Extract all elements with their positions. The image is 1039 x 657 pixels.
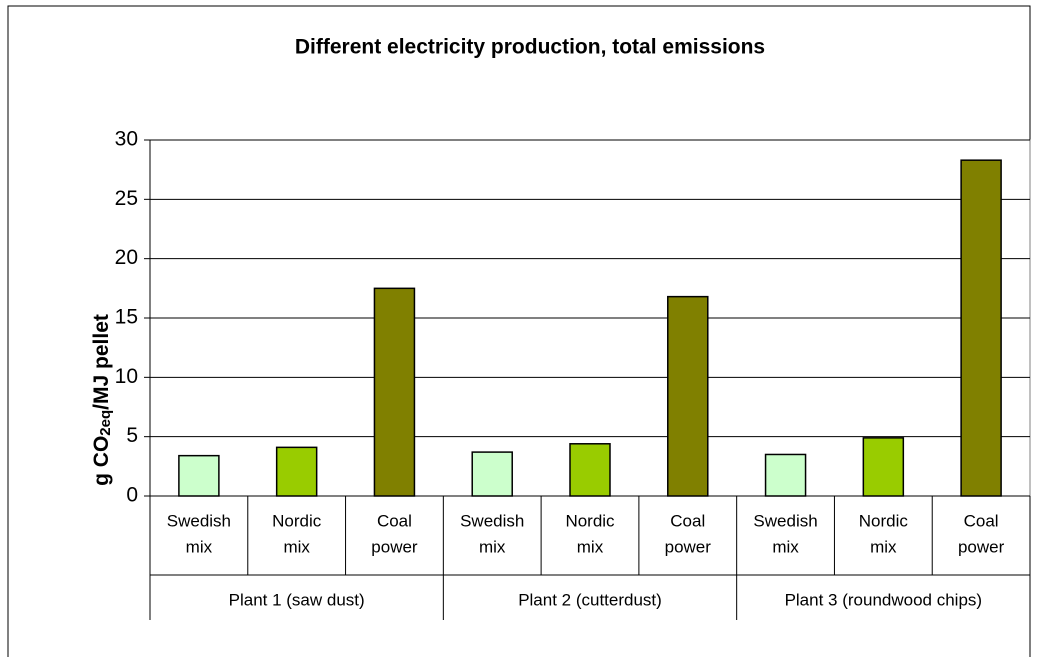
bar bbox=[764, 453, 807, 497]
x-tick-label: Coal bbox=[670, 511, 705, 530]
bar bbox=[471, 451, 513, 497]
x-tick-label: power bbox=[665, 537, 712, 556]
x-tick-label: Coal bbox=[377, 511, 412, 530]
bar bbox=[275, 446, 318, 497]
bar bbox=[667, 295, 709, 497]
group-label: Plant 1 (saw dust) bbox=[229, 590, 365, 609]
y-tick-label: 10 bbox=[115, 365, 138, 388]
x-tick-label: Nordic bbox=[565, 511, 615, 530]
chart-title: Different electricity production, total … bbox=[295, 36, 765, 59]
x-tick-label: Nordic bbox=[859, 511, 909, 530]
bar bbox=[373, 287, 416, 497]
y-axis-label: g CO2eq/MJ pellet bbox=[90, 314, 114, 486]
y-label-main: g CO bbox=[90, 436, 113, 486]
group-label: Plant 3 (roundwood chips) bbox=[785, 590, 983, 609]
bar bbox=[862, 437, 905, 497]
x-tick-label: mix bbox=[479, 537, 506, 556]
x-tick-label: mix bbox=[870, 537, 897, 556]
x-tick-label: mix bbox=[772, 537, 799, 556]
y-tick-label: 25 bbox=[115, 187, 138, 210]
y-tick-label: 5 bbox=[126, 424, 138, 447]
x-tick-label: power bbox=[958, 537, 1005, 556]
bar bbox=[178, 454, 220, 497]
y-tick-label: 20 bbox=[115, 246, 138, 269]
y-label-rest: /MJ pellet bbox=[90, 314, 113, 410]
x-tick-label: Swedish bbox=[167, 511, 231, 530]
y-label-sub: 2eq bbox=[97, 410, 114, 436]
x-tick-label: mix bbox=[577, 537, 604, 556]
x-tick-label: Swedish bbox=[753, 511, 817, 530]
group-label: Plant 2 (cutterdust) bbox=[518, 590, 662, 609]
x-tick-label: mix bbox=[186, 537, 213, 556]
bar bbox=[960, 159, 1002, 497]
x-tick-label: Nordic bbox=[272, 511, 322, 530]
y-tick-label: 15 bbox=[115, 306, 138, 329]
bar bbox=[569, 443, 611, 497]
x-tick-label: Swedish bbox=[460, 511, 524, 530]
x-tick-label: mix bbox=[283, 537, 310, 556]
x-tick-label: power bbox=[371, 537, 418, 556]
x-tick-label: Coal bbox=[964, 511, 999, 530]
y-tick-label: 30 bbox=[115, 128, 138, 151]
y-tick-label: 0 bbox=[126, 484, 138, 507]
